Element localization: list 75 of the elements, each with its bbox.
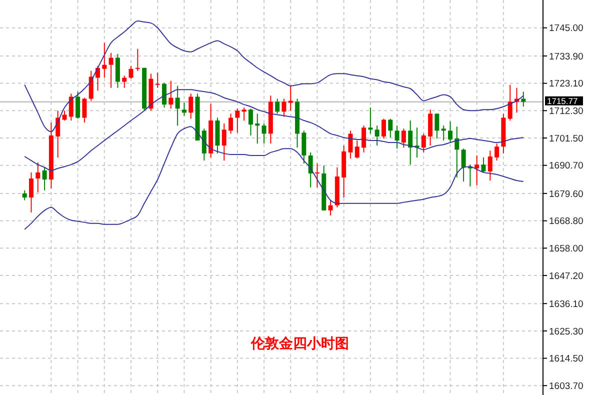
y-tick-label: 1745.00 [549, 23, 584, 34]
candlestick [508, 84, 512, 122]
candlestick [454, 126, 460, 178]
candlestick [182, 102, 186, 116]
candlestick [441, 125, 446, 142]
candlestick [248, 108, 253, 136]
candlestick [42, 166, 47, 191]
candlestick [88, 70, 94, 102]
candlestick [408, 120, 413, 166]
candlestick [68, 93, 74, 122]
candlestick [235, 108, 240, 134]
candlestick [282, 98, 286, 118]
candlestick [348, 130, 353, 160]
text: 伦敦金四小时图 [250, 335, 349, 351]
candlestick [155, 72, 160, 88]
y-tick-label: 1712.30 [549, 106, 584, 117]
candlestick [448, 121, 452, 144]
y-tick-label: 1668.80 [549, 216, 584, 228]
candlestick [135, 48, 140, 72]
candlestick [401, 128, 406, 148]
y-tick-label: 1625.30 [549, 326, 584, 338]
candlestick [262, 123, 266, 144]
candlestick [421, 133, 426, 153]
y-tick-label: 1701.50 [549, 133, 584, 144]
candlestick [202, 128, 206, 162]
candlestick [76, 91, 80, 120]
candlestick [242, 107, 246, 122]
candlestick [521, 91, 526, 108]
candlestick [481, 156, 486, 173]
y-tick-label: 1690.70 [549, 160, 584, 172]
y-tick-label: 1614.50 [549, 354, 584, 365]
candlestick [354, 140, 360, 160]
candlestick [255, 113, 260, 144]
candlestick [488, 150, 492, 182]
candlestick [29, 172, 34, 213]
y-tick-label: 1658.00 [549, 243, 584, 254]
candlestick [275, 98, 280, 114]
candlestick [394, 125, 400, 150]
candlestick [461, 148, 466, 182]
y-tick-label: 1603.70 [549, 380, 584, 392]
candlestick [381, 118, 386, 140]
candlestick [188, 93, 194, 120]
candlestick [314, 163, 320, 188]
candlestick [62, 110, 67, 122]
candlestick [328, 200, 333, 216]
candlestick [128, 65, 134, 80]
candlestick [162, 82, 167, 108]
candlestick [362, 125, 366, 153]
line-series [24, 126, 524, 230]
candlestick [82, 97, 87, 124]
candlestick [288, 85, 293, 112]
candlestick [308, 152, 313, 188]
candlestick [102, 42, 107, 78]
candlestick [22, 190, 27, 201]
candlestick [494, 143, 500, 162]
candlestick [168, 80, 174, 110]
candlestick [228, 113, 234, 134]
y-tick-label: 1636.10 [549, 298, 584, 310]
candlestick [36, 162, 40, 193]
candlestick [474, 154, 480, 186]
candlestick [122, 75, 127, 88]
candlestick [434, 113, 440, 140]
candlestick [175, 85, 180, 126]
candlestick [368, 107, 373, 134]
y-tick-label: 1733.90 [549, 51, 584, 62]
candlestick [222, 123, 226, 162]
candlestick [374, 125, 380, 146]
y-tick-label: 1723.10 [549, 78, 584, 90]
candlestick [388, 118, 393, 138]
y-tick-label: 1647.20 [549, 270, 584, 282]
ref-line-label: 1715.77 [547, 96, 578, 106]
y-tick-label: 1679.60 [549, 188, 584, 200]
candlestick [302, 130, 306, 164]
candlestick [428, 109, 433, 146]
candlestick [108, 52, 114, 88]
